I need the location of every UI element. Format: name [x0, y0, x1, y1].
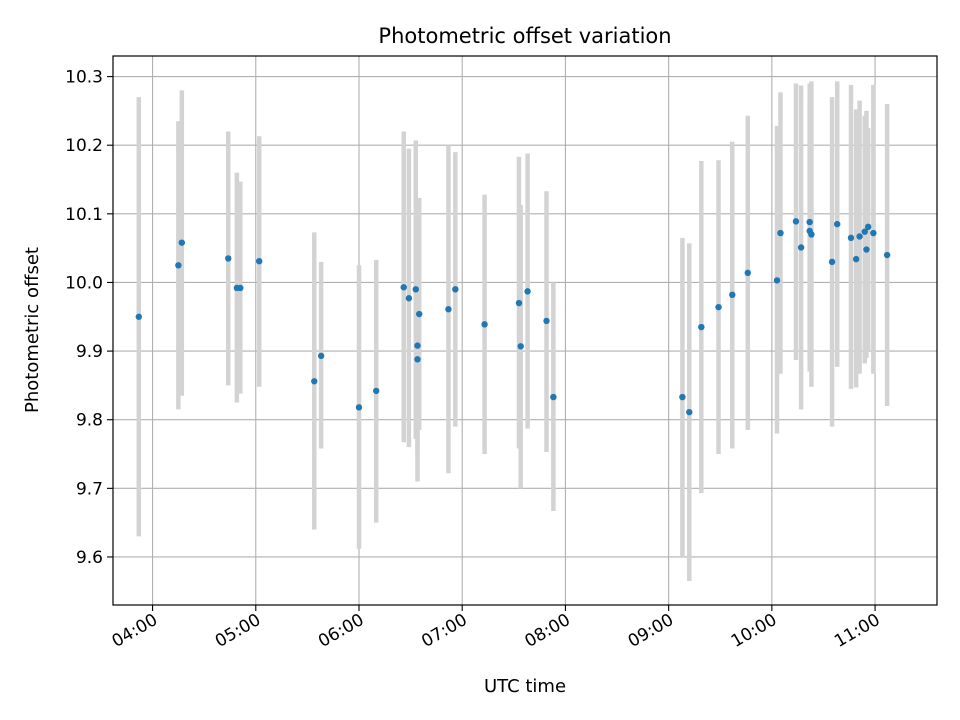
data-point [412, 286, 419, 293]
data-point [175, 262, 182, 269]
data-point [686, 408, 693, 416]
data-point [856, 233, 863, 240]
data-point [863, 246, 870, 253]
axis-ticks: 04:00 05:00 06:00 07:00 08:00 09:00 10:00 11:00… [65, 68, 883, 652]
data-point [792, 218, 800, 225]
data-point [445, 306, 452, 313]
data-point [550, 393, 557, 401]
data-point [744, 269, 751, 277]
data-point [828, 258, 836, 266]
y-axis-label: Photometric offset [22, 247, 43, 413]
data-point [135, 313, 143, 320]
data-point [317, 352, 325, 360]
data-point [311, 378, 318, 385]
x-tick-label: 07:00 [418, 610, 470, 652]
x-tick-label: 08:00 [521, 610, 573, 652]
data-point [864, 223, 872, 231]
data-point [773, 277, 781, 284]
data-point [729, 291, 736, 299]
y-tick-label: 10.2 [65, 136, 103, 156]
data-point [237, 284, 244, 292]
data-point [524, 288, 531, 295]
x-tick-label: 05:00 [212, 610, 264, 652]
data-point [225, 255, 232, 262]
data-point [452, 286, 459, 293]
y-tick-label: 10.3 [65, 68, 103, 88]
data-point [834, 220, 841, 228]
data-point [256, 257, 263, 265]
y-tick-label: 9.6 [76, 548, 103, 568]
x-axis-label: UTC time [484, 676, 566, 697]
x-tick-label: 04:00 [109, 610, 161, 652]
data-point [178, 239, 186, 246]
data-point [806, 218, 813, 226]
x-tick-label: 10:00 [728, 610, 780, 652]
data-point [517, 343, 524, 350]
data-point [852, 255, 860, 263]
x-tick-label: 09:00 [625, 610, 677, 652]
data-point [883, 251, 891, 259]
data-point [861, 228, 868, 235]
data-point [355, 404, 363, 411]
data-point [808, 231, 815, 238]
data-point [400, 284, 407, 291]
data-point [414, 356, 421, 363]
error-bars [136, 81, 890, 581]
y-tick-label: 10.1 [65, 205, 103, 225]
data-point [414, 342, 421, 349]
y-tick-label: 10.0 [65, 273, 103, 293]
data-point [405, 295, 413, 302]
y-tick-label: 9.9 [76, 342, 103, 362]
x-tick-label: 06:00 [315, 610, 367, 652]
data-point [416, 310, 423, 318]
x-tick-label: 11:00 [831, 610, 883, 652]
chart-title: Photometric offset variation [378, 24, 671, 48]
data-point [515, 299, 523, 307]
data-points [135, 218, 891, 416]
data-point [481, 321, 488, 328]
data-point [372, 387, 380, 395]
data-point [543, 317, 550, 325]
plot-area-frame [112, 55, 938, 606]
data-point [847, 234, 855, 242]
data-point [679, 393, 686, 401]
y-tick-label: 9.7 [76, 479, 103, 499]
data-point [715, 303, 722, 311]
data-point [698, 323, 705, 331]
y-tick-label: 9.8 [76, 411, 103, 431]
data-point [870, 229, 877, 237]
data-point [797, 244, 805, 251]
data-point [777, 229, 784, 237]
